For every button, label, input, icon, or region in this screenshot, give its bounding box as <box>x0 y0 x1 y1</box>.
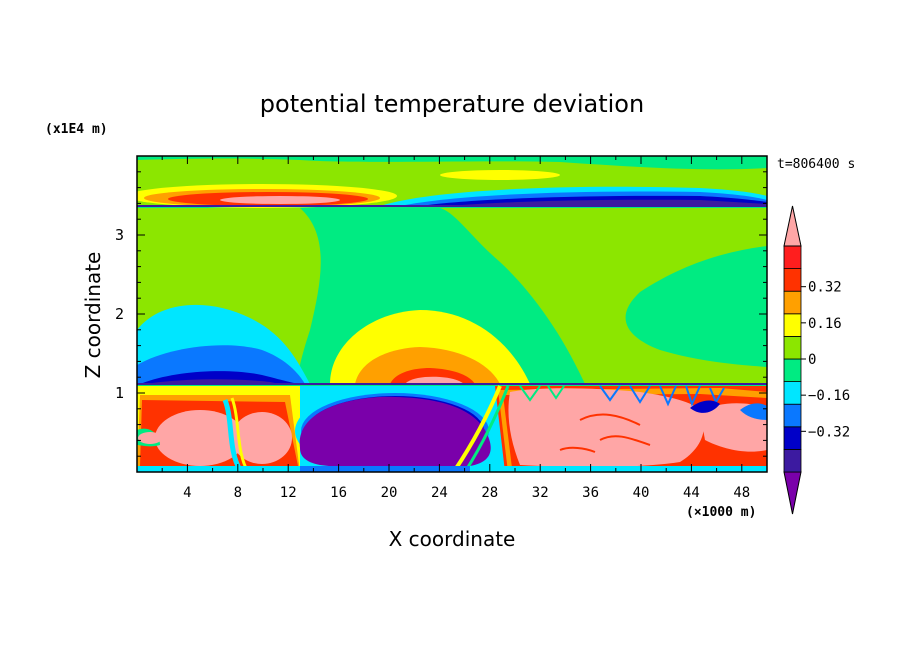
colorbar-tick-label: 0.32 <box>808 280 842 296</box>
colorbar-box <box>783 403 802 428</box>
x-tick-label: 4 <box>183 485 191 501</box>
x-tick-labels: 4 8 12 16 20 24 28 32 36 40 44 48 <box>183 485 750 501</box>
x-tick-label: 28 <box>481 485 498 501</box>
chart-title: potential temperature deviation <box>260 90 644 118</box>
x-tick-label: 16 <box>330 485 347 501</box>
y-tick-label: 1 <box>115 384 124 402</box>
colorbar-tick-label: 0 <box>808 352 816 368</box>
axis-ticks <box>137 156 767 472</box>
colorbar-tick-label: 0.16 <box>808 316 842 332</box>
colorbar-labels: 0.32 0.16 0 −0.16 −0.32 <box>801 280 850 440</box>
x-tick-label: 12 <box>280 485 297 501</box>
y-axis-label: Z coordinate <box>81 252 105 379</box>
colorbar-tick-label: −0.16 <box>808 388 850 404</box>
colorbar-max-triangle <box>783 205 802 247</box>
y-tick-label: 3 <box>115 226 124 244</box>
x-tick-label: 40 <box>633 485 650 501</box>
x-tick-label: 36 <box>582 485 599 501</box>
colorbar-box <box>783 268 802 292</box>
colorbar-box <box>783 381 802 405</box>
colorbar <box>783 205 802 515</box>
colorbar-box <box>783 358 802 383</box>
colorbar-box <box>783 426 802 450</box>
colorbar-tick-label: −0.32 <box>808 424 850 440</box>
x-tick-label: 44 <box>683 485 700 501</box>
y-tick-labels: 1 2 3 <box>115 226 124 402</box>
time-label: t=806400 s <box>777 157 855 172</box>
x-tick-label: 8 <box>234 485 242 501</box>
x-tick-label: 24 <box>431 485 448 501</box>
x-tick-label: 48 <box>733 485 750 501</box>
x-tick-label: 32 <box>532 485 549 501</box>
x-tick-label: 20 <box>381 485 398 501</box>
x-axis-label: X coordinate <box>389 527 516 551</box>
contour-field <box>137 156 767 472</box>
y-unit-label: (x1E4 m) <box>45 122 108 137</box>
colorbar-min-triangle <box>783 471 802 515</box>
x-unit-label: (×1000 m) <box>686 505 756 520</box>
y-tick-label: 2 <box>115 305 124 323</box>
colorbar-box <box>783 290 802 315</box>
colorbar-box <box>783 313 802 337</box>
colorbar-box <box>783 335 802 360</box>
colorbar-box <box>783 245 802 270</box>
colorbar-box <box>783 448 802 473</box>
